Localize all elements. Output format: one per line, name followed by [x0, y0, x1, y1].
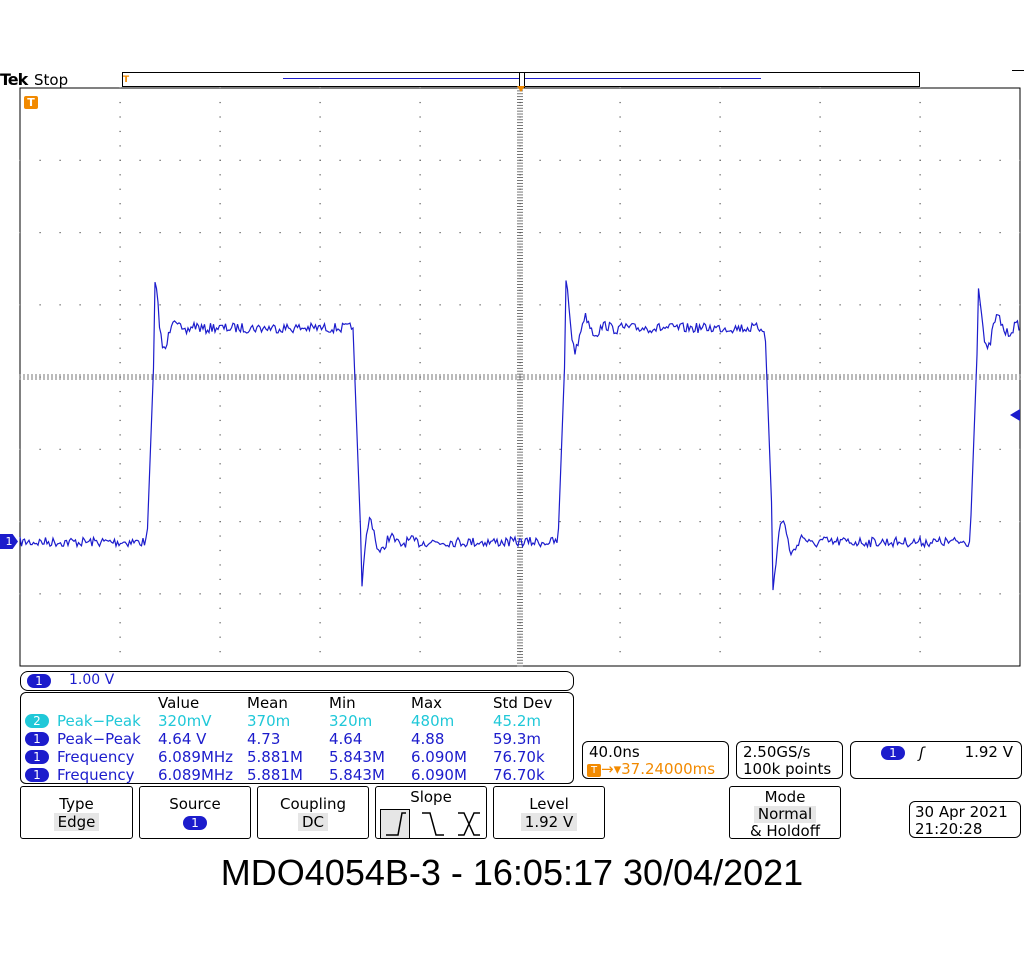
meas-max: 6.090M: [411, 748, 467, 766]
tek-logo: Tek: [0, 70, 28, 89]
trigger-coupling-button[interactable]: Coupling DC: [257, 786, 369, 839]
rising-edge-icon: ʃ: [919, 744, 925, 762]
ch1-waveform-trace: [19, 280, 1020, 591]
source-channel-badge: 1: [183, 816, 207, 830]
slope-options: [386, 812, 480, 836]
record-length: 100k points: [743, 760, 832, 778]
measurement-table[interactable]: Value Mean Min Max Std Dev 2 Peak−Peak 320…: [20, 692, 574, 784]
coupling-value: DC: [297, 813, 329, 831]
time: 21:20:28: [915, 820, 983, 838]
meas-min: 5.843M: [329, 766, 385, 784]
waveform-display[interactable]: [0, 0, 1024, 690]
meas-channel-badge: 1: [25, 750, 49, 764]
edge-tick: [1012, 70, 1024, 71]
meas-header-stddev: Std Dev: [493, 694, 553, 712]
trigger-position-icon[interactable]: T: [24, 96, 38, 109]
meas-name: Peak−Peak: [57, 730, 141, 748]
meas-header-min: Min: [329, 694, 356, 712]
type-value: Edge: [53, 813, 100, 831]
meas-value: 6.089MHz: [158, 748, 234, 766]
trigger-level-value: 1.92 V: [964, 743, 1013, 761]
record-trigger-icon: T: [123, 75, 130, 85]
ch1-scale-value: 1.00 V: [69, 672, 115, 688]
meas-max: 4.88: [411, 730, 445, 748]
meas-max: 6.090M: [411, 766, 467, 784]
screenshot-caption: MDO4054B-3 - 16:05:17 30/04/2021: [220, 852, 804, 893]
meas-value: 4.64 V: [158, 730, 207, 748]
meas-channel-badge: 1: [25, 732, 49, 746]
date: 30 Apr 2021: [915, 803, 1008, 821]
mode-holdoff: & Holdoff: [749, 822, 821, 840]
horizontal-readout[interactable]: 40.0ns T →▾37.24000ms: [582, 741, 729, 779]
source-label: Source: [169, 795, 221, 813]
slope-label: Slope: [410, 788, 452, 806]
meas-min: 5.843M: [329, 748, 385, 766]
level-value: 1.92 V: [520, 813, 578, 831]
trigger-slope-button[interactable]: Slope: [375, 786, 487, 839]
date-time-readout: 30 Apr 2021 21:20:28: [909, 801, 1021, 838]
coupling-label: Coupling: [279, 795, 347, 813]
measurement-row[interactable]: 2 Peak−Peak 320mV 370m 320m 480m 45.2m: [21, 712, 573, 730]
level-label: Level: [529, 795, 569, 813]
meas-mean: 5.881M: [247, 766, 303, 784]
meas-min: 4.64: [329, 730, 363, 748]
slope-rising-selected[interactable]: [380, 809, 410, 839]
ch1-ground-marker[interactable]: 1: [0, 534, 18, 549]
sample-rate: 2.50GS/s: [743, 743, 811, 761]
falling-slope-icon: [422, 812, 444, 836]
horizontal-position: T →▾37.24000ms: [587, 760, 715, 778]
meas-min: 320m: [329, 712, 373, 730]
horizontal-position-value: 37.24000ms: [621, 760, 716, 778]
meas-name: Peak−Peak: [57, 712, 141, 730]
trigger-pos-icon: T: [587, 764, 601, 777]
trigger-source-badge: 1: [881, 746, 905, 760]
either-slope-icon: [458, 812, 480, 836]
meas-value: 6.089MHz: [158, 766, 234, 784]
trigger-level-arrow-icon[interactable]: [1010, 409, 1020, 421]
meas-std: 45.2m: [493, 712, 542, 730]
meas-max: 480m: [411, 712, 455, 730]
mode-value: Normal: [753, 806, 817, 823]
acquisition-status: Stop: [34, 71, 69, 89]
rising-slope-icon: [386, 812, 406, 836]
meas-channel-badge: 1: [25, 768, 49, 782]
meas-mean: 5.881M: [247, 748, 303, 766]
meas-name: Frequency: [57, 766, 135, 784]
ch1-badge: 1: [27, 674, 51, 688]
meas-mean: 4.73: [247, 730, 281, 748]
type-label: Type: [59, 795, 94, 813]
trigger-mode-button[interactable]: Mode Normal & Holdoff: [729, 786, 841, 840]
mode-label: Mode: [764, 788, 806, 806]
measurement-row[interactable]: 1 Frequency 6.089MHz 5.881M 5.843M 6.090M 76.7…: [21, 748, 573, 766]
meas-std: 76.70k: [493, 748, 545, 766]
meas-header-mean: Mean: [247, 694, 288, 712]
acquisition-readout[interactable]: 2.50GS/s 100k points: [736, 741, 843, 779]
meas-channel-badge: 2: [25, 714, 49, 728]
measurement-row[interactable]: 1 Frequency 6.089MHz 5.881M 5.843M 6.090M 76.7…: [21, 766, 573, 784]
meas-header-value: Value: [158, 694, 200, 712]
meas-std: 59.3m: [493, 730, 542, 748]
trigger-point-indicator: [517, 86, 525, 92]
trigger-level-button[interactable]: Level 1.92 V: [493, 786, 605, 839]
ch1-scale-readout[interactable]: 1 1.00 V: [20, 671, 574, 691]
meas-value: 320mV: [158, 712, 212, 730]
meas-header-max: Max: [411, 694, 443, 712]
meas-name: Frequency: [57, 748, 135, 766]
trigger-source-button[interactable]: Source 1: [139, 786, 251, 839]
trigger-type-button[interactable]: Type Edge: [20, 786, 133, 839]
meas-std: 76.70k: [493, 766, 545, 784]
measurement-row[interactable]: 1 Peak−Peak 4.64 V 4.73 4.64 4.88 59.3m: [21, 730, 573, 748]
pos-arrow-icon: →▾: [601, 760, 622, 778]
meas-mean: 370m: [247, 712, 291, 730]
trigger-readout[interactable]: 1 ʃ 1.92 V: [850, 741, 1022, 779]
time-per-div: 40.0ns: [589, 743, 640, 761]
